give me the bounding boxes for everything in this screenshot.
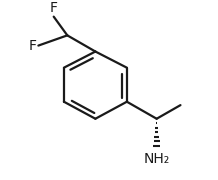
Text: NH₂: NH₂	[143, 152, 170, 166]
Text: F: F	[50, 1, 58, 15]
Text: F: F	[29, 39, 37, 53]
